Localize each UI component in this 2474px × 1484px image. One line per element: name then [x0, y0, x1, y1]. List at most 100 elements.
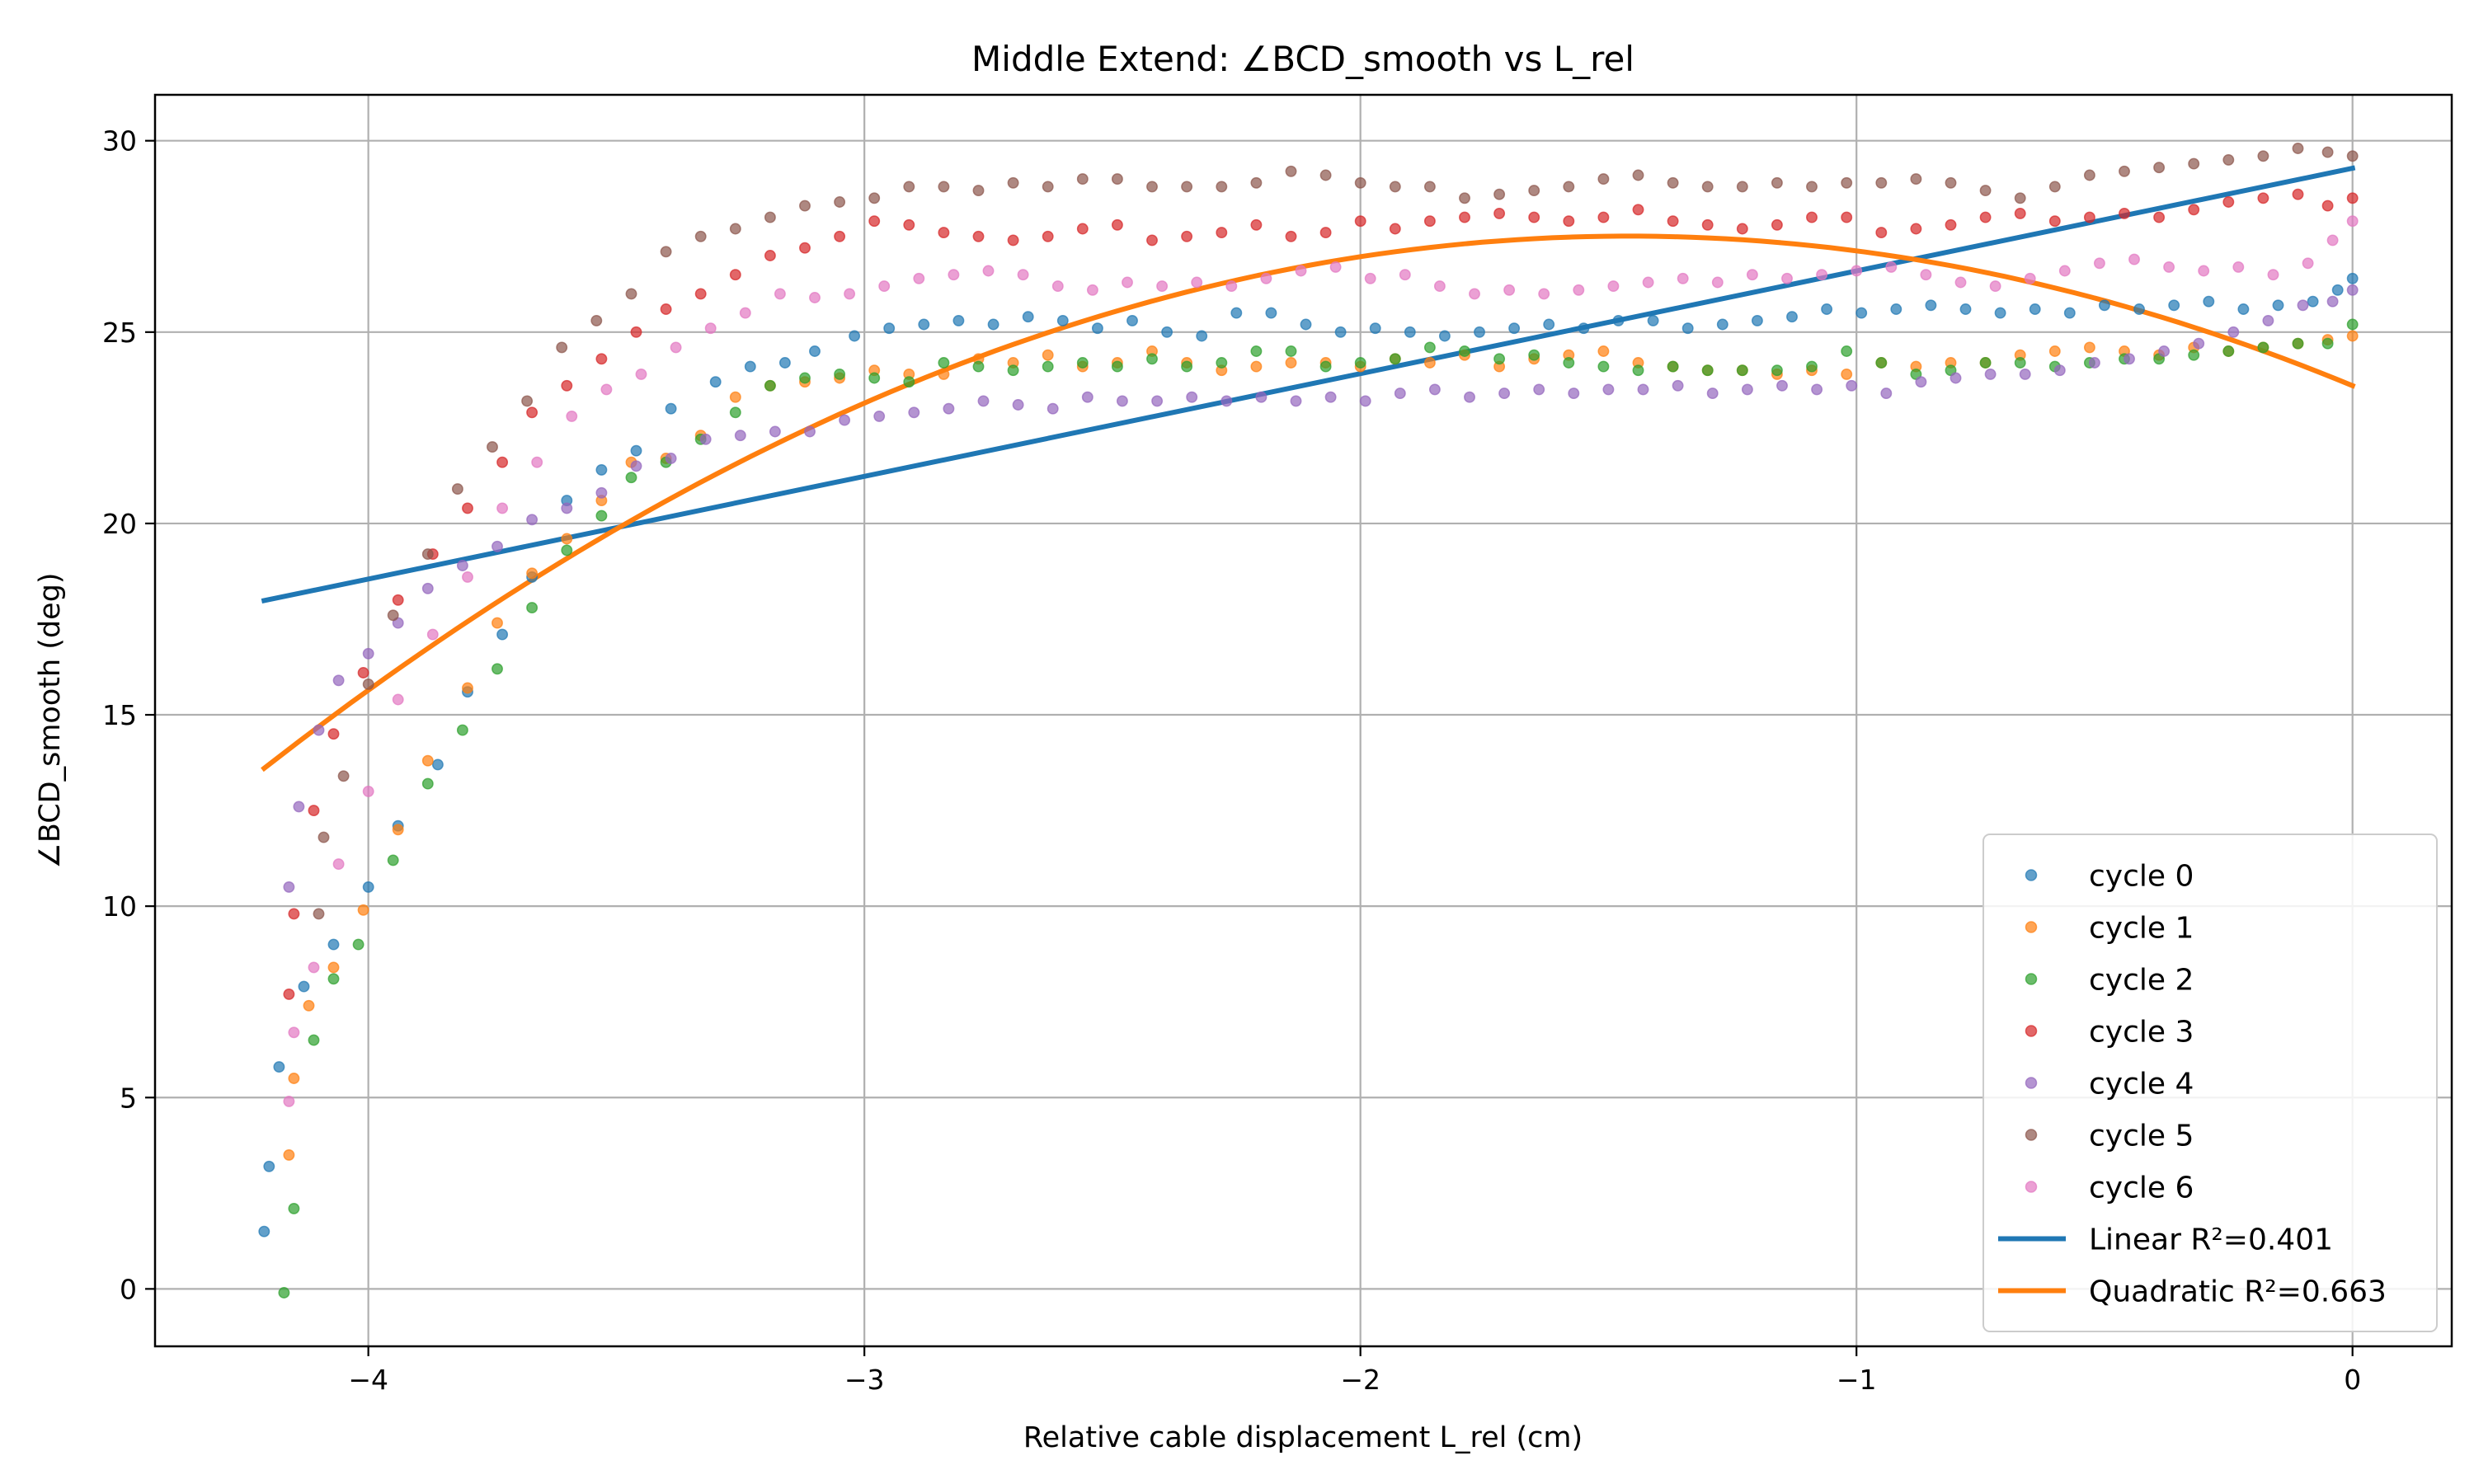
series-cycle-5: [313, 143, 2359, 920]
data-point: [421, 582, 434, 594]
data-point: [1126, 314, 1138, 326]
data-point: [2083, 211, 2095, 223]
data-point: [298, 980, 310, 993]
data-point: [561, 379, 573, 392]
data-point: [308, 1034, 320, 1046]
data-point: [1051, 280, 1064, 293]
data-point: [1607, 280, 1620, 293]
data-point: [462, 682, 473, 694]
data-point: [1111, 360, 1123, 373]
data-point: [288, 1026, 300, 1039]
legend-label: cycle 5: [2089, 1120, 2194, 1153]
data-point: [694, 288, 707, 300]
data-point: [1493, 353, 1506, 365]
data-point: [332, 858, 345, 871]
data-point: [1806, 360, 1818, 373]
data-point: [1221, 395, 1233, 407]
data-point: [1081, 391, 1094, 403]
data-point: [1354, 357, 1366, 369]
data-point: [2128, 253, 2140, 265]
data-point: [2203, 295, 2215, 308]
data-point: [526, 406, 539, 419]
data-point: [451, 483, 463, 495]
data-point: [2346, 150, 2359, 162]
data-point: [487, 441, 498, 453]
data-point: [1250, 345, 1263, 357]
data-point: [492, 617, 503, 629]
data-point: [1677, 272, 1689, 284]
data-point: [1701, 181, 1714, 193]
data-point: [2048, 345, 2061, 357]
data-point: [1156, 280, 1169, 293]
data-point: [1771, 218, 1783, 231]
data-point: [308, 961, 320, 974]
data-point: [625, 472, 637, 484]
data-point: [1602, 383, 1615, 396]
data-point: [327, 961, 340, 974]
data-point: [849, 330, 861, 342]
data-point: [1216, 357, 1228, 369]
data-point: [1632, 169, 1644, 181]
data-point: [1543, 318, 1555, 331]
data-point: [1161, 326, 1174, 338]
data-point: [1806, 181, 1818, 193]
data-point: [273, 1061, 285, 1073]
data-point: [630, 326, 642, 338]
data-point: [2257, 150, 2269, 162]
data-point: [1642, 276, 1654, 289]
data-point: [317, 831, 330, 843]
data-point: [1255, 391, 1268, 403]
data-point: [2058, 265, 2071, 277]
data-point: [288, 1202, 300, 1214]
data-point: [1285, 345, 1297, 357]
data-point: [1979, 185, 1992, 197]
series-cycle-6: [283, 215, 2359, 1107]
axis-ticks: −4 −3 −2 −1 0 0 5 10 15 20 25 30: [102, 125, 2361, 1396]
data-point: [327, 973, 340, 985]
data-point: [1047, 402, 1059, 415]
data-point: [2292, 188, 2304, 200]
data-point: [1945, 176, 1957, 189]
data-point: [1875, 357, 1888, 369]
data-point: [1364, 272, 1376, 284]
data-point: [303, 999, 315, 1012]
data-point: [1300, 318, 1312, 331]
data-point: [1423, 215, 1436, 228]
data-point: [1841, 345, 1853, 357]
data-point: [709, 376, 722, 388]
data-point: [492, 540, 503, 552]
y-tick-label: 10: [102, 890, 137, 923]
data-point: [1771, 364, 1783, 377]
data-point: [332, 674, 345, 687]
data-point: [421, 548, 434, 561]
data-point: [1781, 272, 1793, 284]
y-tick-label: 0: [120, 1273, 137, 1305]
data-point: [972, 185, 985, 197]
data-point: [2168, 299, 2180, 312]
x-axis-label: Relative cable displacement L_rel (cm): [1023, 1421, 1583, 1454]
data-point: [2222, 345, 2235, 357]
data-point: [2158, 345, 2171, 357]
data-point: [1746, 269, 1758, 281]
data-point: [635, 368, 647, 380]
data-point: [1359, 395, 1371, 407]
data-point: [496, 456, 509, 468]
data-point: [2119, 165, 2130, 177]
legend-label: Quadratic R²=0.663: [2089, 1275, 2387, 1309]
data-point: [799, 200, 811, 212]
data-point: [1354, 215, 1366, 228]
x-tick-label: −1: [1837, 1364, 1877, 1396]
data-point: [1091, 322, 1103, 335]
data-point: [526, 567, 539, 580]
data-point: [590, 314, 603, 326]
data-point: [1191, 276, 1203, 289]
data-point: [1503, 284, 1516, 296]
data-point: [600, 383, 613, 396]
data-point: [1681, 322, 1694, 335]
data-point: [496, 628, 509, 641]
data-point: [1086, 284, 1098, 296]
data-point: [1701, 218, 1714, 231]
data-point: [595, 510, 608, 522]
data-point: [943, 402, 955, 415]
